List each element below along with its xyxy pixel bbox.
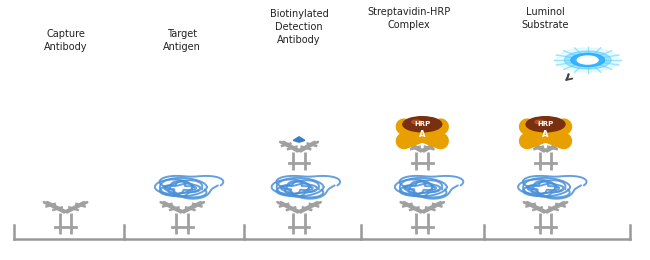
Circle shape (577, 56, 598, 64)
Circle shape (543, 139, 548, 141)
Polygon shape (540, 137, 551, 142)
Polygon shape (417, 137, 428, 142)
Circle shape (535, 120, 545, 124)
Circle shape (420, 139, 424, 141)
Text: A: A (542, 130, 549, 139)
Text: HRP: HRP (538, 121, 554, 127)
Text: Streptavidin-HRP
Complex: Streptavidin-HRP Complex (368, 6, 451, 30)
Text: Target
Antigen: Target Antigen (163, 29, 202, 53)
Circle shape (564, 51, 611, 69)
Text: Biotinylated
Detection
Antibody: Biotinylated Detection Antibody (270, 9, 328, 45)
Polygon shape (293, 137, 305, 142)
Circle shape (411, 120, 421, 124)
Text: Capture
Antibody: Capture Antibody (44, 29, 87, 53)
Circle shape (526, 117, 565, 132)
Text: HRP: HRP (414, 121, 430, 127)
Circle shape (403, 117, 442, 132)
Circle shape (571, 54, 605, 67)
Circle shape (556, 48, 619, 72)
Text: A: A (419, 130, 426, 139)
Text: Luminol
Substrate: Luminol Substrate (522, 6, 569, 30)
Circle shape (296, 139, 302, 141)
